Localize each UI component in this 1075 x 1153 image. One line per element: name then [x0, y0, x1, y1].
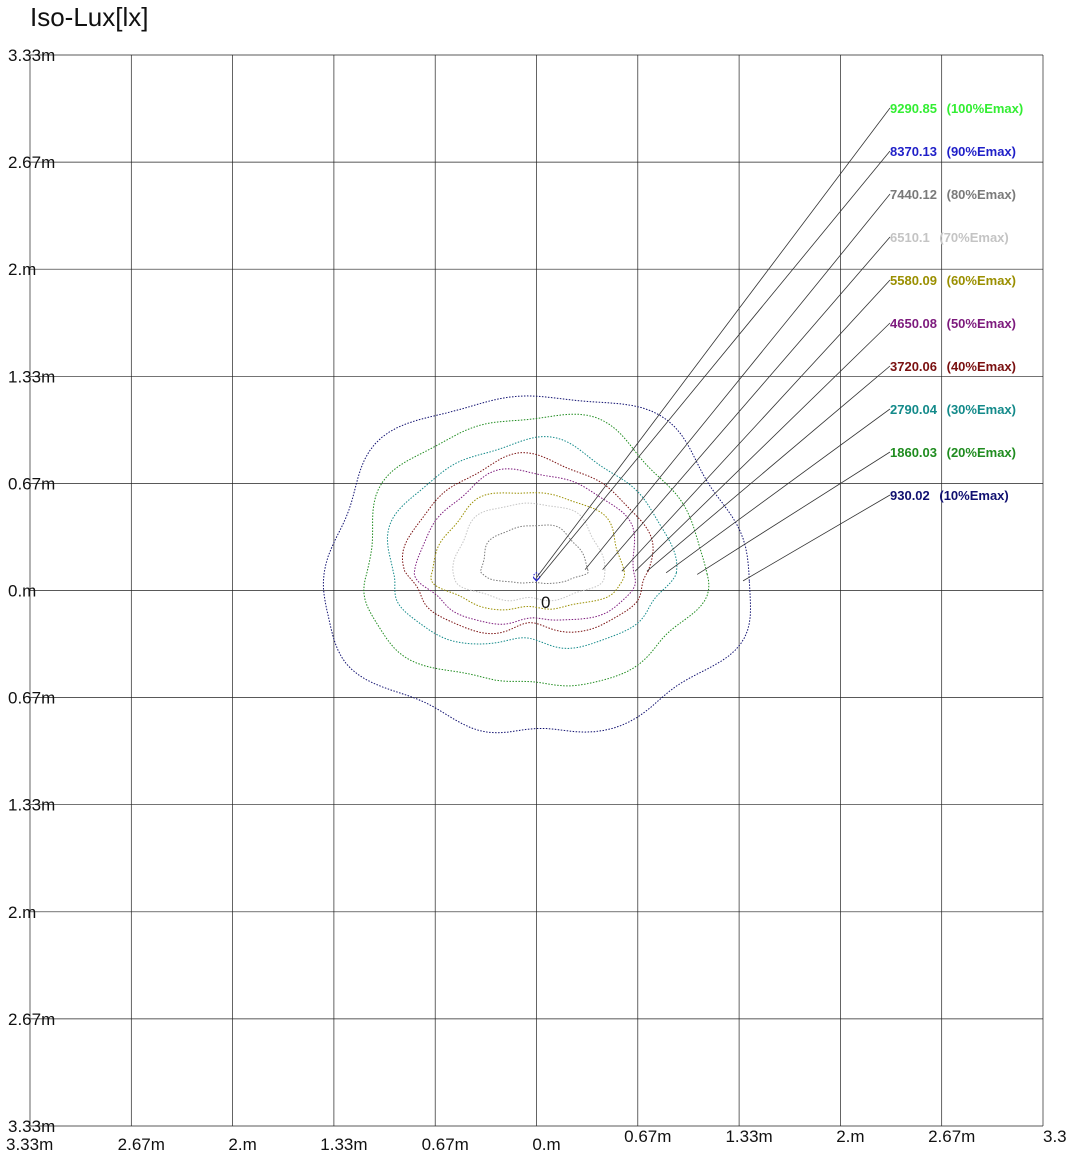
legend-entry: 930.02 (10%Emax)	[890, 488, 1009, 503]
legend-value: 7440.12	[890, 187, 937, 202]
legend-percent: (40%Emax)	[943, 359, 1016, 374]
legend-leader-lines	[536, 107, 891, 582]
leader-line	[742, 494, 891, 582]
x-tick-label: 0.m	[532, 1135, 560, 1153]
leader-line	[621, 279, 891, 572]
x-tick-label: 1.33m	[725, 1127, 772, 1146]
legend-entry: 8370.13 (90%Emax)	[890, 144, 1016, 159]
y-tick-label: 2.m	[8, 260, 36, 279]
legend-entry: 1860.03 (20%Emax)	[890, 445, 1016, 460]
x-tick-label: 3.33m	[6, 1135, 53, 1153]
y-tick-label: 1.33m	[8, 367, 55, 386]
legend-value: 1860.03	[890, 445, 937, 460]
leader-line	[539, 150, 891, 578]
legend-entry: 2790.04 (30%Emax)	[890, 402, 1016, 417]
leader-line	[665, 408, 891, 574]
contour-lines	[322, 395, 752, 734]
x-tick-label: 2.67m	[928, 1127, 975, 1146]
leader-line	[646, 365, 891, 572]
x-tick-label: 2.m	[836, 1127, 864, 1146]
legend-entry: 4650.08 (50%Emax)	[890, 316, 1016, 331]
leader-line	[602, 236, 891, 570]
origin-label: 0	[541, 593, 550, 612]
y-tick-label: 2.m	[8, 903, 36, 922]
contour-line	[480, 524, 589, 584]
y-tick-label: 3.33m	[8, 46, 55, 65]
leader-line	[536, 107, 891, 578]
legend-value: 6510.1	[890, 230, 930, 245]
contour-line	[452, 502, 606, 602]
contour-line	[413, 468, 636, 625]
legend-value: 9290.85	[890, 101, 937, 116]
contour-line	[386, 436, 678, 650]
x-tick-label: 3.3	[1043, 1127, 1067, 1146]
legend-entry: 6510.1 (70%Emax)	[890, 230, 1009, 245]
legend-value: 8370.13	[890, 144, 937, 159]
legend-value: 2790.04	[890, 402, 938, 417]
legend-percent: (100%Emax)	[943, 101, 1023, 116]
y-tick-label: 1.33m	[8, 796, 55, 815]
legend-percent: (50%Emax)	[943, 316, 1016, 331]
legend-percent: (20%Emax)	[943, 445, 1016, 460]
legend-percent: (70%Emax)	[936, 230, 1009, 245]
y-tick-label: 2.67m	[8, 1010, 55, 1029]
legend-value: 930.02	[890, 488, 930, 503]
x-tick-label: 2.m	[228, 1135, 256, 1153]
legend-percent: (60%Emax)	[943, 273, 1016, 288]
leader-line	[696, 451, 891, 575]
legend-percent: (30%Emax)	[943, 402, 1016, 417]
leader-line	[584, 193, 891, 570]
legend-percent: (80%Emax)	[943, 187, 1016, 202]
y-tick-label: 0.67m	[8, 474, 55, 493]
y-tick-label: 0.m	[8, 582, 36, 601]
x-tick-label: 1.33m	[320, 1135, 367, 1153]
y-tick-label: 0.67m	[8, 689, 55, 708]
contour-line	[430, 492, 625, 611]
legend-entry: 7440.12 (80%Emax)	[890, 187, 1016, 202]
legend-entry: 3720.06 (40%Emax)	[890, 359, 1016, 374]
x-axis-tick-labels: 3.33m 2.67m 2.m 1.33m 0.67m 0.m 0.67m 1.33m 2.m 2…	[6, 1127, 1067, 1153]
x-tick-label: 0.67m	[422, 1135, 469, 1153]
y-axis-tick-labels: 3.33m 2.67m 2.m 1.33m 0.67m 0.m 0.67m 1.33m 2.m 2…	[8, 46, 55, 1136]
legend-percent: (90%Emax)	[943, 144, 1016, 159]
legend-entry: 9290.85 (100%Emax)	[890, 101, 1023, 116]
legend: 9290.85 (100%Emax) 8370.13 (90%Emax) 7440.…	[890, 101, 1023, 503]
legend-value: 3720.06	[890, 359, 937, 374]
legend-entry: 5580.09 (60%Emax)	[890, 273, 1016, 288]
legend-value: 4650.08	[890, 316, 937, 331]
peak-marker	[533, 577, 540, 582]
leader-line	[634, 322, 891, 572]
y-tick-label: 3.33m	[8, 1117, 55, 1136]
grid	[29, 54, 1044, 1127]
y-tick-label: 2.67m	[8, 153, 55, 172]
x-tick-label: 2.67m	[118, 1135, 165, 1153]
contour-line	[402, 452, 654, 635]
chart-title: Iso-Lux[lx]	[30, 2, 149, 32]
legend-value: 5580.09	[890, 273, 937, 288]
x-tick-label: 0.67m	[624, 1127, 671, 1146]
legend-percent: (10%Emax)	[936, 488, 1009, 503]
